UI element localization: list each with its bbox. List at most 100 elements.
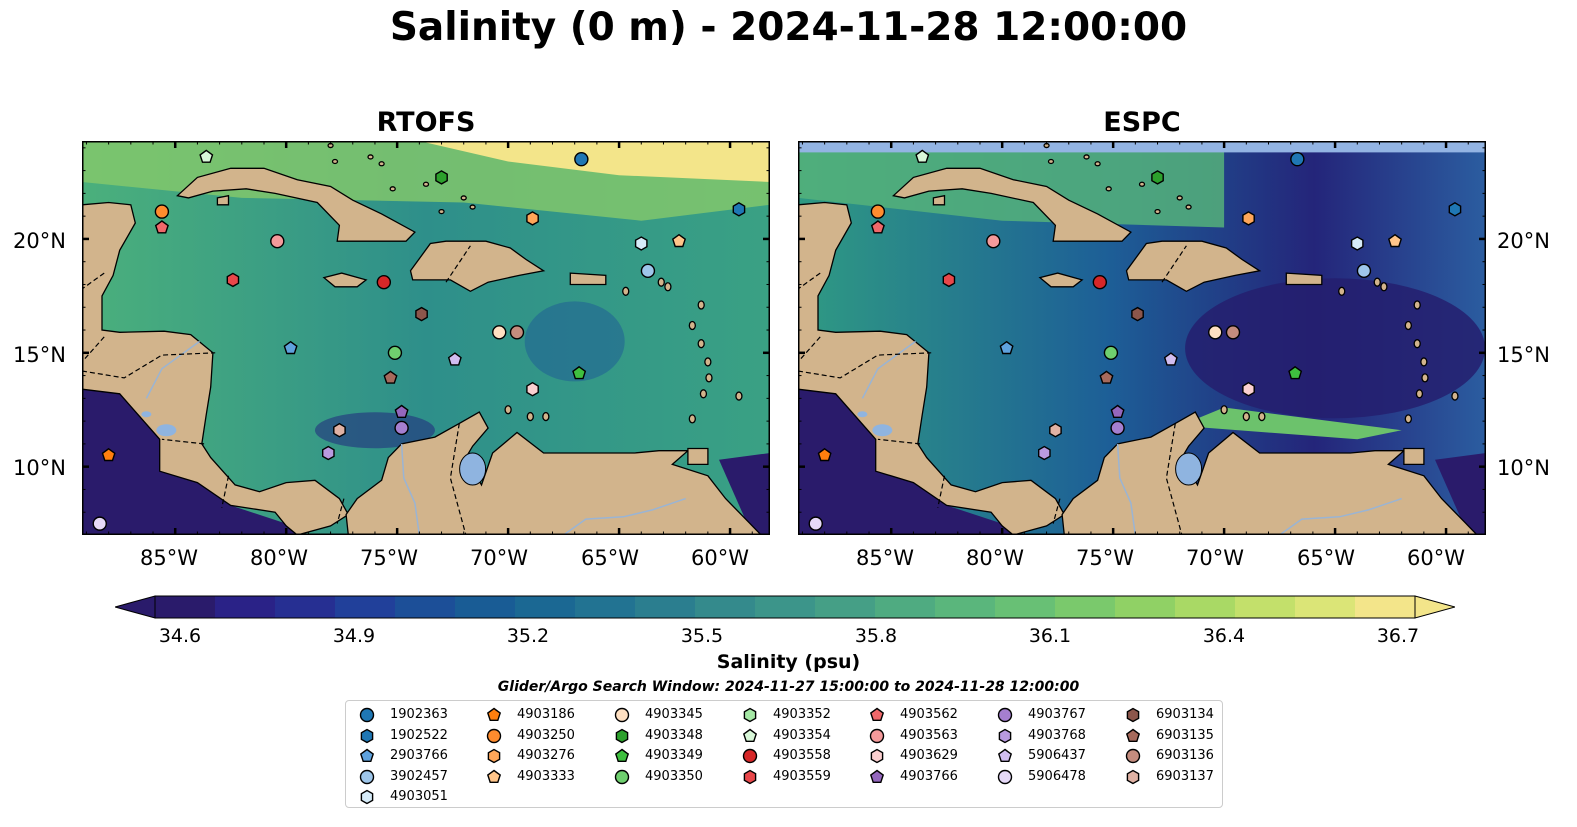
legend-marker bbox=[742, 748, 758, 764]
legend-label: 6903137 bbox=[1156, 768, 1214, 784]
small-island bbox=[504, 405, 512, 415]
small-island bbox=[735, 391, 743, 401]
float-marker-4903563 bbox=[270, 234, 285, 249]
legend-marker bbox=[360, 728, 374, 743]
float-marker-6903134 bbox=[415, 306, 428, 322]
isla-juventud-land bbox=[932, 194, 946, 206]
small-island bbox=[1258, 411, 1266, 422]
bahamas-island bbox=[422, 181, 430, 187]
small-island bbox=[657, 277, 665, 287]
float-marker-4903558 bbox=[376, 275, 392, 290]
legend-marker bbox=[997, 769, 1013, 784]
legend-marker bbox=[1125, 748, 1141, 764]
circle-marker-icon bbox=[614, 707, 630, 723]
hexagon-marker-icon bbox=[998, 728, 1012, 743]
legend-marker bbox=[742, 728, 758, 742]
lon-label-75w-espc: 75°W bbox=[1076, 546, 1134, 570]
bahamas-island bbox=[1105, 186, 1112, 192]
float-markers bbox=[808, 149, 1462, 531]
search-window-label: Glider/Argo Search Window: 2024-11-27 15… bbox=[497, 679, 1080, 695]
float-marker-4903349 bbox=[1288, 365, 1303, 380]
float-marker-4903768 bbox=[1037, 445, 1051, 461]
hispaniola-land bbox=[409, 240, 546, 293]
legend-marker bbox=[486, 728, 502, 743]
lat-label-20n-left: 20°N bbox=[13, 229, 66, 253]
lon-label-80w-espc: 80°W bbox=[966, 546, 1024, 570]
legend-label: 4903559 bbox=[773, 768, 831, 784]
legend-marker bbox=[743, 707, 757, 723]
pentagon-marker-icon bbox=[869, 707, 885, 722]
legend-marker bbox=[1126, 707, 1140, 723]
salinity-field-coastal bbox=[1179, 407, 1402, 440]
small-island bbox=[1415, 389, 1424, 399]
legend-label: 6903136 bbox=[1156, 748, 1214, 763]
hexagon-marker-icon bbox=[743, 769, 757, 784]
country-border bbox=[82, 352, 216, 379]
colorbar-segment bbox=[935, 596, 996, 618]
central-america-land bbox=[798, 201, 1066, 535]
lon-label-65w-espc: 65°W bbox=[1297, 546, 1355, 570]
legend-marker bbox=[997, 707, 1013, 723]
colorbar-tick: 35.8 bbox=[854, 625, 898, 647]
float-marker-4903767 bbox=[1110, 420, 1125, 436]
legend-marker bbox=[1126, 769, 1140, 784]
bahamas-island bbox=[1185, 204, 1192, 210]
orinoco-river bbox=[1279, 497, 1402, 535]
float-marker-4903250 bbox=[154, 204, 170, 219]
lat-label-20n-right: 20°N bbox=[1497, 229, 1550, 253]
coco-river bbox=[861, 340, 917, 399]
pentagon-marker-icon bbox=[742, 728, 758, 742]
pentagon-marker-icon bbox=[997, 748, 1013, 763]
float-marker-4903348 bbox=[435, 170, 448, 185]
pacific-ocean bbox=[798, 389, 1014, 535]
orinoco-plume bbox=[719, 453, 770, 535]
legend-marker bbox=[614, 707, 630, 723]
legend-marker bbox=[359, 748, 375, 763]
pentagon-marker-icon bbox=[486, 707, 502, 722]
float-legend: 1902363 1902522 2903766 3902457 4903051 49031… bbox=[345, 700, 1223, 808]
float-marker-1902363 bbox=[1290, 152, 1305, 167]
lon-label-80w-rtofs: 80°W bbox=[250, 546, 308, 570]
legend-marker bbox=[614, 748, 630, 763]
small-island bbox=[705, 373, 713, 383]
legend-label: 4903333 bbox=[517, 768, 575, 784]
lon-label-60w-rtofs: 60°W bbox=[691, 546, 749, 570]
float-marker-4903349 bbox=[572, 365, 587, 380]
legend-marker bbox=[997, 748, 1013, 763]
lon-label-75w-rtofs: 75°W bbox=[360, 546, 418, 570]
colorbar-tick: 35.2 bbox=[506, 625, 550, 647]
lon-label-60w-espc: 60°W bbox=[1407, 546, 1465, 570]
legend-label: 4903348 bbox=[645, 727, 703, 743]
legend-label: 4903276 bbox=[517, 748, 575, 763]
coco-river bbox=[145, 340, 201, 399]
float-marker-4903186 bbox=[101, 447, 116, 462]
bahamas-island bbox=[1138, 181, 1146, 187]
cuba-land bbox=[176, 167, 416, 242]
float-marker-6903136 bbox=[1225, 325, 1241, 340]
float-marker-4903186 bbox=[817, 447, 832, 462]
bahamas-island bbox=[389, 186, 396, 192]
legend-label: 4903352 bbox=[773, 707, 831, 722]
float-marker-4903051 bbox=[634, 236, 648, 251]
legend-marker bbox=[1125, 728, 1141, 742]
colorbar-tick: 34.9 bbox=[332, 625, 376, 647]
float-marker-4903558 bbox=[1092, 275, 1108, 290]
float-marker-1902363 bbox=[574, 152, 589, 167]
legend-marker bbox=[615, 728, 629, 743]
colorbar-segment bbox=[1055, 596, 1116, 618]
small-island bbox=[704, 357, 712, 367]
country-border bbox=[937, 475, 946, 508]
small-island bbox=[1413, 300, 1421, 310]
legend-marker bbox=[359, 707, 375, 723]
circle-marker-icon bbox=[359, 707, 375, 723]
float-marker-4903766 bbox=[394, 404, 409, 418]
legend-marker bbox=[743, 769, 757, 784]
colorbar-tick: 36.4 bbox=[1202, 625, 1246, 647]
espc-map bbox=[798, 141, 1486, 535]
float-marker-4903350 bbox=[1103, 345, 1119, 361]
trinidad-land bbox=[687, 447, 709, 466]
colorbar-segment bbox=[995, 596, 1056, 618]
float-marker-6903137 bbox=[1049, 422, 1062, 438]
jamaica-land bbox=[322, 272, 368, 288]
float-marker-6903135 bbox=[1099, 370, 1114, 384]
